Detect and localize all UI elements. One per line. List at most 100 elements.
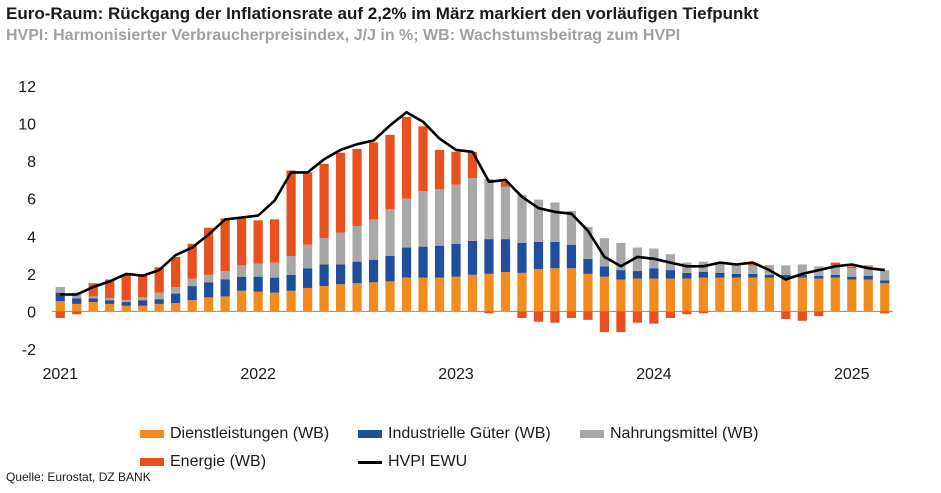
bar-segment-0	[204, 297, 214, 312]
bar-segment-2	[286, 256, 296, 275]
x-tick-label: 2025	[834, 366, 870, 383]
bar-segment-1	[204, 282, 214, 298]
bar-segment-2	[138, 297, 148, 301]
bar-segment-2	[335, 232, 346, 265]
bar-segment-3	[451, 151, 461, 185]
bar-segment-2	[220, 271, 230, 280]
bar-segment-0	[352, 283, 362, 312]
bar-segment-3	[319, 163, 329, 239]
bar-segment-2	[401, 198, 412, 248]
bar-segment-1	[599, 266, 610, 277]
bar-segment-2	[599, 238, 610, 267]
bar-segment-3	[500, 181, 511, 187]
bar-segment-3	[484, 311, 494, 314]
bar-segment-1	[533, 241, 544, 270]
legend-item-dienstleistungen: Dienstleistungen (WB)	[140, 425, 329, 443]
bar-segment-1	[566, 244, 577, 269]
bar-segment-3	[616, 311, 626, 333]
bar-segment-3	[220, 218, 230, 272]
bar-segment-0	[880, 283, 890, 312]
bar-segment-1	[880, 280, 890, 284]
bar-segment-2	[187, 278, 197, 287]
bar-segment-1	[237, 276, 247, 291]
bar-segment-3	[368, 142, 379, 220]
bar-segment-2	[385, 209, 395, 257]
bar-segment-0	[748, 277, 758, 312]
bar-segment-3	[385, 134, 395, 210]
bar-segment-1	[418, 246, 428, 278]
bar-segment-1	[171, 293, 181, 303]
bar-segment-3	[154, 267, 164, 293]
bar-segment-1	[847, 276, 857, 280]
bar-segment-1	[270, 277, 280, 293]
bar-segment-1	[302, 268, 313, 288]
legend-swatch-hvpi-ewu	[358, 460, 382, 464]
bar-segment-2	[171, 287, 181, 294]
bar-segment-2	[434, 189, 445, 246]
y-tick-label: 10	[18, 117, 36, 134]
bar-segment-0	[632, 278, 643, 312]
bar-segment-3	[401, 116, 412, 199]
bar-segment-1	[253, 276, 263, 292]
bar-segment-2	[682, 262, 692, 273]
bar-segment-2	[517, 194, 527, 243]
bar-segment-1	[138, 300, 148, 306]
bar-segment-0	[566, 268, 577, 312]
bar-segment-0	[55, 301, 65, 312]
bar-segment-2	[121, 300, 131, 303]
bar-segment-1	[649, 268, 659, 279]
bar-segment-1	[154, 299, 164, 304]
bar-segment-0	[665, 278, 675, 312]
bar-segment-3	[764, 265, 774, 267]
bar-segment-1	[72, 298, 82, 304]
bar-segment-3	[748, 263, 758, 266]
bar-segment-1	[187, 286, 197, 301]
bar-segment-1	[401, 247, 412, 278]
y-tick-label: 0	[27, 304, 36, 321]
bar-segment-0	[599, 276, 610, 312]
bar-segment-1	[220, 279, 230, 297]
bar-segment-0	[698, 277, 708, 312]
bar-segment-2	[847, 268, 857, 277]
bar-segment-1	[814, 275, 824, 279]
legend-label-hvpi-ewu: HVPI EWU	[388, 453, 468, 470]
x-tick-label: 2021	[42, 366, 78, 383]
bar-segment-3	[55, 311, 65, 319]
bar-segment-0	[847, 279, 857, 312]
bar-segment-1	[583, 258, 593, 274]
bar-segment-1	[517, 242, 527, 273]
bar-segment-0	[797, 277, 807, 312]
bar-segment-0	[451, 276, 461, 312]
legend-label-dienstleistungen: Dienstleistungen (WB)	[170, 425, 330, 442]
bar-segment-0	[649, 278, 659, 312]
bar-segment-2	[418, 191, 428, 247]
bar-segment-3	[253, 220, 263, 264]
bar-segment-2	[863, 266, 873, 276]
bar-segment-1	[764, 274, 774, 278]
bar-segment-1	[748, 273, 758, 278]
y-tick-label: 8	[27, 154, 36, 171]
bar-segment-1	[797, 274, 807, 278]
bar-segment-2	[533, 199, 544, 242]
x-tick-label: 2024	[636, 366, 672, 383]
bar-segment-2	[566, 210, 577, 245]
bar-segment-0	[237, 290, 247, 312]
bar-segment-3	[550, 311, 560, 323]
bar-segment-0	[286, 290, 296, 312]
bar-segment-1	[830, 274, 840, 278]
bar-segment-1	[715, 272, 725, 278]
bar-segment-0	[616, 279, 626, 312]
bar-segment-3	[286, 170, 296, 257]
bar-segment-3	[105, 279, 115, 299]
bar-segment-0	[88, 302, 98, 312]
bar-segment-3	[121, 274, 131, 301]
bar-segment-0	[319, 286, 329, 312]
bar-segment-3	[599, 311, 610, 333]
bar-segment-1	[55, 292, 65, 302]
bar-segment-0	[467, 274, 478, 312]
bar-segment-2	[467, 178, 478, 241]
bar-segment-0	[385, 281, 395, 312]
x-tick-label: 2023	[438, 366, 474, 383]
y-tick-label: 2	[27, 267, 36, 284]
x-tick-label: 2022	[240, 366, 276, 383]
